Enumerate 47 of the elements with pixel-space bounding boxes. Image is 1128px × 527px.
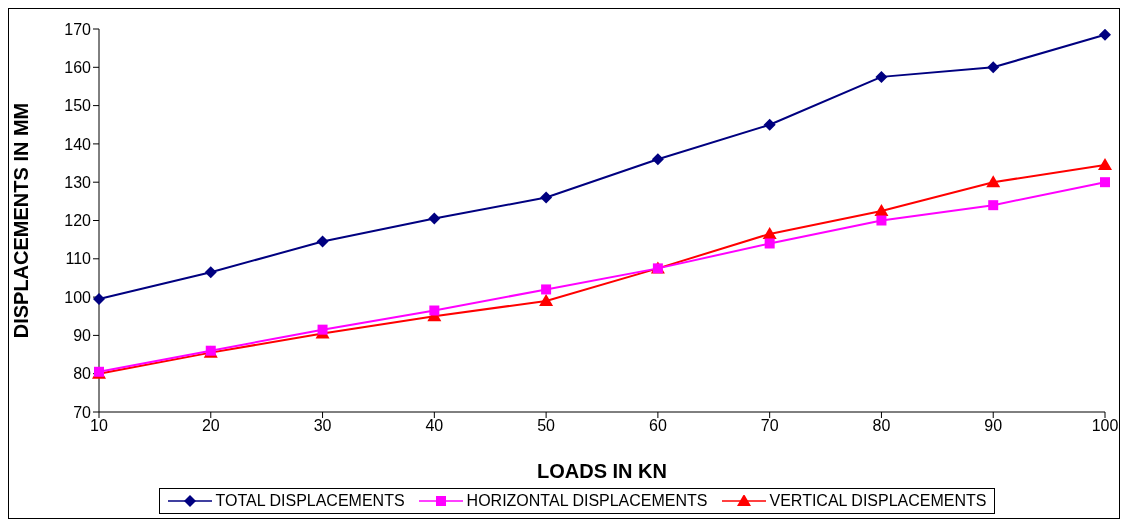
y-tick-label: 120 (64, 212, 92, 230)
point (876, 215, 887, 226)
point (875, 70, 888, 83)
point (986, 175, 1001, 188)
point (428, 212, 441, 225)
x-tick-label: 80 (872, 417, 891, 435)
legend-label: VERTICAL DISPLACEMENTS (769, 492, 987, 510)
y-axis-title: DISPLACEMENTS IN MM (10, 102, 33, 339)
x-tick-label: 70 (760, 417, 779, 435)
y-tick-label: 70 (73, 403, 92, 421)
y-tick-label: 140 (64, 135, 92, 153)
x-tick-label: 60 (648, 417, 667, 435)
point (763, 118, 776, 131)
point (204, 266, 217, 279)
y-tick-label: 170 (64, 20, 92, 38)
point (93, 293, 105, 306)
legend-label: HORIZONTAL DISPLACEMENTS (466, 492, 708, 510)
point (987, 61, 1000, 74)
y-tick-label: 150 (64, 97, 92, 115)
x-tick-label: 40 (425, 417, 444, 435)
point (874, 203, 889, 216)
point (1100, 177, 1110, 188)
y-tick-label: 110 (65, 250, 92, 268)
y-tick-label: 80 (73, 365, 92, 383)
point (316, 235, 329, 248)
point (541, 284, 552, 295)
x-tick-label: 100 (1091, 417, 1119, 435)
point (429, 305, 440, 316)
point (539, 293, 554, 306)
point (764, 238, 775, 249)
point (540, 191, 553, 204)
x-tick-label: 90 (984, 417, 1003, 435)
point (1098, 157, 1112, 170)
x-tick-label: 30 (313, 417, 332, 435)
x-tick-label: 20 (201, 417, 220, 435)
y-tick-label: 130 (64, 173, 92, 191)
x-axis-title: LOADS IN KN (537, 460, 667, 482)
point (317, 324, 328, 335)
legend-label: TOTAL DISPLACEMENTS (215, 492, 405, 510)
y-tick-label: 100 (64, 288, 92, 306)
point (651, 153, 664, 166)
y-tick-label: 90 (73, 327, 92, 345)
point (988, 200, 999, 211)
point (1099, 29, 1111, 41)
x-tick-label: 10 (90, 417, 108, 435)
y-tick-label: 160 (64, 58, 92, 76)
x-tick-label: 50 (537, 417, 556, 435)
